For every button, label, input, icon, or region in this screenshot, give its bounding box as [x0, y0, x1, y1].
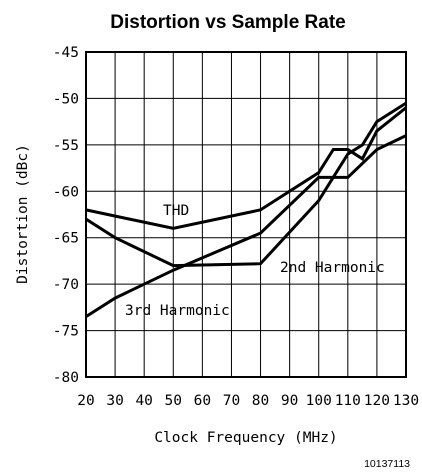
series-line-2nd-harmonic [85, 101, 407, 268]
chart-title: Distortion vs Sample Rate [110, 12, 345, 33]
x-tick-label: 90 [281, 393, 298, 409]
y-tick-label: -80 [53, 370, 79, 386]
y-tick-label: -75 [53, 324, 79, 340]
series-lines [85, 101, 407, 318]
x-tick-label: 110 [335, 393, 361, 409]
figure-id: 10137113 [364, 458, 410, 470]
x-tick-label: 80 [252, 393, 269, 409]
series-line-3rd-harmonic [85, 134, 407, 318]
y-axis-label: Distortion (dBc) [15, 144, 31, 284]
x-tick-label: 50 [165, 393, 182, 409]
y-tick-label: -50 [53, 91, 79, 107]
y-tick-labels: -45 -50 -55 -60 -65 -70 -75 -80 [53, 45, 79, 386]
series-label-3rd-harmonic: 3rd Harmonic [125, 303, 230, 319]
x-tick-label: 130 [393, 393, 419, 409]
y-tick-label: -55 [53, 138, 79, 154]
plot-frame [85, 51, 407, 378]
x-tick-label: 20 [77, 393, 94, 409]
series-line-thd [85, 106, 407, 230]
x-tick-label: 60 [194, 393, 211, 409]
x-axis-label: Clock Frequency (MHz) [154, 430, 337, 446]
x-tick-label: 30 [106, 393, 123, 409]
y-tick-label: -45 [53, 45, 79, 61]
x-tick-label: 70 [223, 393, 240, 409]
y-tick-label: -60 [53, 184, 79, 200]
y-tick-label: -65 [53, 231, 79, 247]
series-label-thd: THD [163, 203, 189, 219]
x-tick-label: 120 [364, 393, 390, 409]
x-tick-label: 100 [306, 393, 332, 409]
series-label-2nd-harmonic: 2nd Harmonic [280, 260, 385, 276]
x-tick-label: 40 [135, 393, 152, 409]
y-tick-label: -70 [53, 277, 79, 293]
x-tick-labels: 20 30 40 50 60 70 80 90 100 110 120 130 [77, 393, 419, 409]
